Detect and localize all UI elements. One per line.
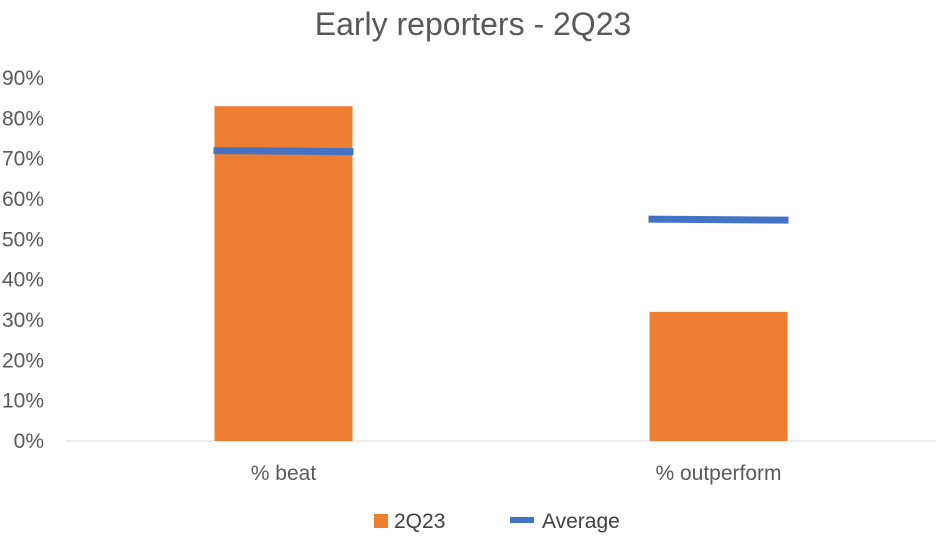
legend-label-2q23: 2Q23 <box>394 510 445 533</box>
y-tick-label: 40% <box>2 269 44 292</box>
y-tick-label: 0% <box>14 430 44 453</box>
y-tick-label: 70% <box>2 148 44 171</box>
y-tick-label: 80% <box>2 107 44 130</box>
legend-swatch-2q23 <box>374 514 388 528</box>
x-category-label: % beat <box>251 462 317 485</box>
y-tick-label: 90% <box>2 67 44 90</box>
bar-1 <box>214 106 353 441</box>
legend-label-average: Average <box>542 510 620 533</box>
y-tick-label: 20% <box>2 349 44 372</box>
y-tick-label: 30% <box>2 309 44 332</box>
bar-2 <box>649 311 788 441</box>
average-marker-2 <box>648 215 789 224</box>
y-tick-label: 60% <box>2 188 44 211</box>
chart-title: Early reporters - 2Q23 <box>314 6 632 42</box>
y-tick-label: 10% <box>2 390 44 413</box>
y-tick-label: 50% <box>2 228 44 251</box>
x-category-label: % outperform <box>655 462 781 485</box>
average-marker-1 <box>213 147 354 156</box>
